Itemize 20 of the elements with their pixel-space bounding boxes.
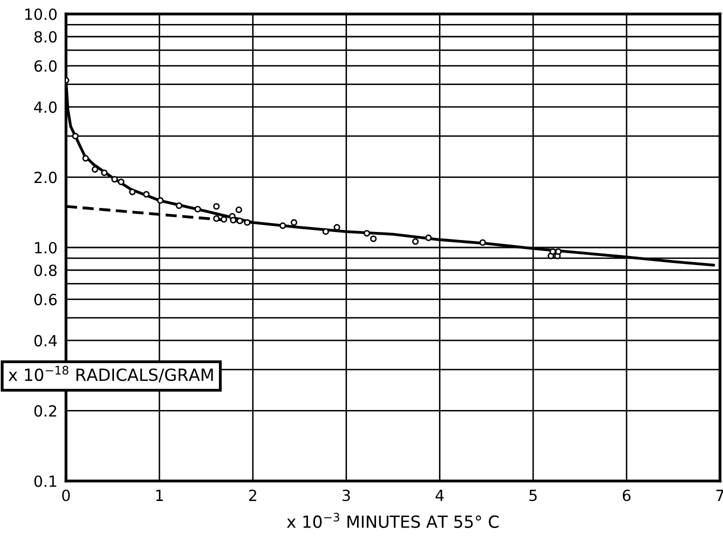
y-tick-label: 6.0 bbox=[34, 60, 57, 72]
x-tick-label: 4 bbox=[436, 490, 444, 501]
y-tick-label: 0.4 bbox=[34, 334, 57, 346]
y-tick-label: 0.2 bbox=[34, 405, 56, 417]
x-axis-title: x 10$^{−3}$ MINUTES AT 55° C bbox=[286, 512, 499, 528]
x-tick-label: 5 bbox=[529, 490, 537, 502]
y-axis-title: x 10$^{−18}$ RADICALS/GRAM bbox=[8, 366, 213, 382]
x-tick-label: 2 bbox=[249, 490, 256, 501]
x-tick-label: 3 bbox=[342, 490, 350, 502]
y-tick-label: 0.1 bbox=[34, 475, 56, 488]
x-tick-label: 0 bbox=[62, 490, 70, 502]
y-tick-label: 2.0 bbox=[34, 172, 57, 184]
y-tick-label: 10.0 bbox=[25, 8, 57, 20]
x-tick-label: 6 bbox=[622, 490, 630, 502]
y-tick-label: 4.0 bbox=[34, 101, 57, 113]
y-tick-label: 1.0 bbox=[35, 242, 57, 254]
x-tick-label: 1 bbox=[156, 490, 163, 501]
y-tick-label: 0.6 bbox=[34, 294, 57, 306]
y-tick-label: 0.8 bbox=[34, 264, 57, 276]
y-tick-label: 8.0 bbox=[34, 31, 57, 43]
